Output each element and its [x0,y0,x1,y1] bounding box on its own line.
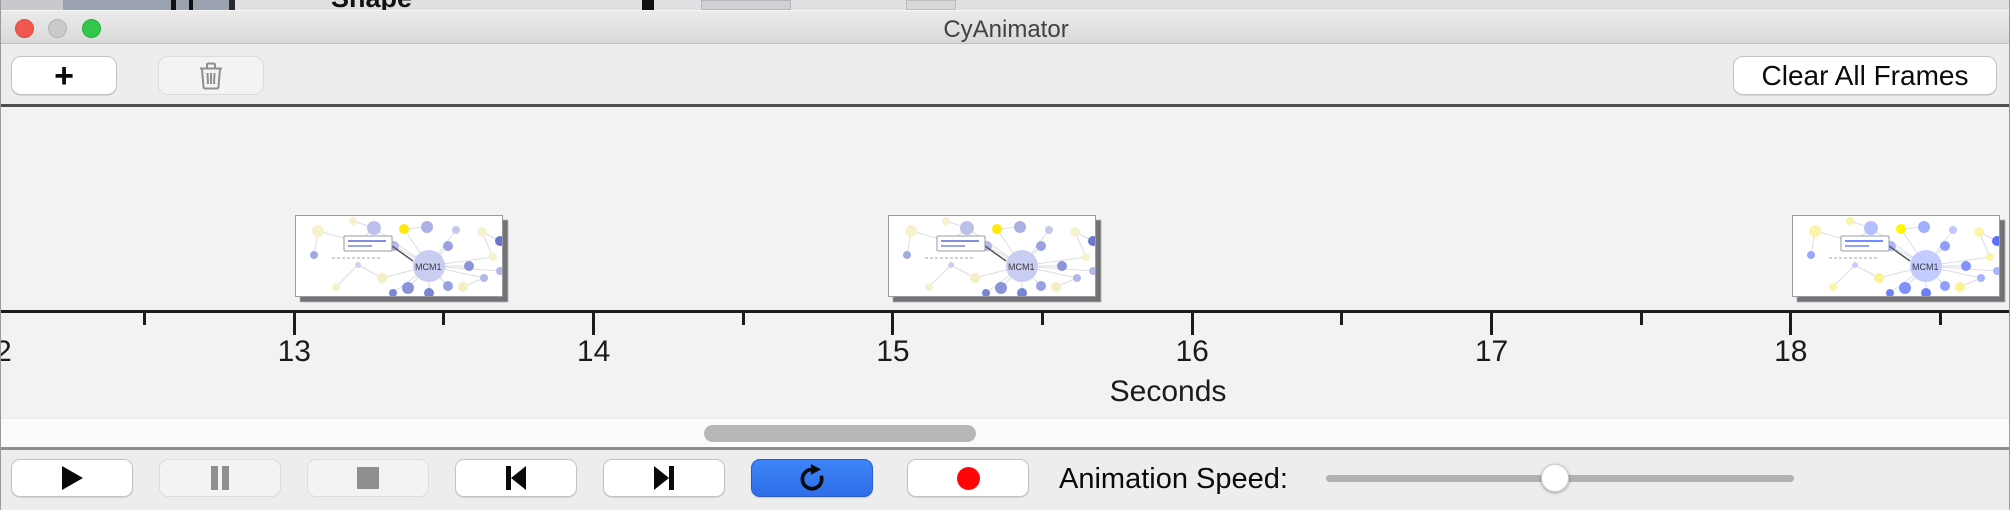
tick-label: 15 [876,335,910,368]
background-fragment [906,0,956,10]
background-fragment [1,0,63,10]
axis-unit-label: Seconds [1109,375,1227,408]
frame-thumbnail[interactable]: MCM1 [1791,215,2000,297]
animation-speed-label: Animation Speed: [1059,463,1288,495]
network-graph-preview: MCM1 [902,217,1095,296]
timeline-scrollbar[interactable] [1,418,2009,447]
loop-button[interactable] [751,459,873,497]
window-title: CyAnimator [943,16,1069,43]
toolbar-separator [1,104,2009,107]
play-button[interactable] [11,459,133,497]
major-tick [891,313,895,335]
title-bar[interactable]: CyAnimator [1,10,2009,44]
scrollbar-thumb[interactable] [704,425,976,442]
background-fragment [701,0,791,10]
loop-icon [800,464,824,491]
background-fragment [171,0,176,10]
central-node-label: MCM1 [415,262,442,272]
tick-label: 12 [1,335,12,369]
minimize-button [48,19,67,38]
record-icon [956,466,980,490]
network-graph-preview: MCM1 [1806,217,1999,296]
record-button[interactable] [907,459,1029,497]
frame-thumbnail[interactable]: MCM1 [887,215,1096,297]
background-fragment [229,0,235,10]
stop-button[interactable] [307,459,429,497]
minor-tick [1938,313,1942,325]
tick-label: 13 [277,335,311,368]
clear-all-frames-label: Clear All Frames [1761,59,1969,91]
minor-tick [1639,313,1643,325]
background-fragment [642,0,654,10]
tick-label: 16 [1175,335,1209,368]
network-graph-preview: MCM1 [310,217,503,296]
major-tick [1789,313,1793,335]
pause-icon [211,466,229,490]
trash-icon [200,62,222,89]
central-node-label: MCM1 [1912,262,1939,272]
plus-icon: + [54,56,74,95]
minor-tick [1340,313,1344,325]
major-tick [1490,313,1493,335]
major-tick [1190,313,1194,335]
background-partial-text: Shape [331,0,412,10]
background-window-sliver: Shape [1,0,2009,10]
close-button[interactable] [15,19,34,38]
animation-speed-slider[interactable] [1326,450,1794,506]
timeline-panel[interactable]: 12 13 14 15 16 17 18 [1,107,2009,418]
minor-tick [143,313,147,325]
background-fragment [63,0,229,10]
major-tick [592,313,596,335]
minor-tick [741,313,745,325]
skip-to-end-icon [654,466,674,490]
timeline-axis [1,310,2009,313]
major-tick [292,313,296,335]
skip-to-start-icon [506,466,526,490]
frame-toolbar: + Clear All Frames [1,44,2009,104]
delete-frame-button[interactable] [158,56,264,95]
clear-all-frames-button[interactable]: Clear All Frames [1733,56,1997,95]
minor-tick [442,313,446,325]
minor-tick [1041,313,1045,325]
tick-label: 18 [1774,335,1808,368]
skip-to-start-button[interactable] [455,459,577,497]
stop-icon [357,467,379,489]
central-node-label: MCM1 [1008,262,1035,272]
zoom-button[interactable] [82,19,101,38]
frame-thumbnail[interactable]: MCM1 [295,215,504,297]
background-fragment [189,0,193,10]
tick-label: 14 [576,335,611,368]
add-frame-button[interactable]: + [11,56,117,95]
slider-thumb[interactable] [1541,464,1570,492]
skip-to-end-button[interactable] [603,459,725,497]
tick-label: 17 [1474,335,1509,368]
controls-separator [1,447,2009,450]
playback-controls: Animation Speed: [1,450,2009,510]
pause-button[interactable] [159,459,281,497]
play-icon [62,466,83,490]
